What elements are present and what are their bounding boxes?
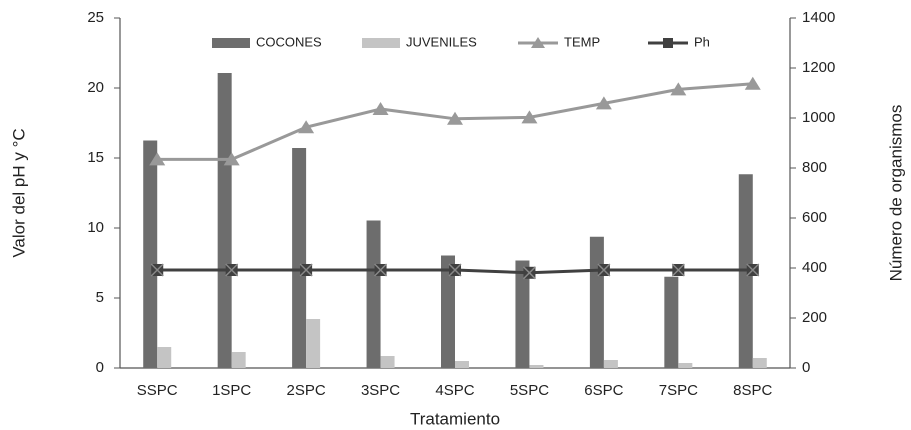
bar (664, 276, 679, 368)
x-tick-label: 3SPC (361, 382, 400, 399)
bar (306, 319, 321, 368)
marker (225, 263, 239, 277)
y-tick-label: 5 (96, 289, 104, 306)
legend-marker (663, 38, 673, 48)
legend-label: JUVENILES (406, 34, 477, 49)
x-tick-label: 6SPC (584, 382, 623, 399)
marker (744, 76, 761, 90)
marker (372, 102, 389, 115)
bar (380, 356, 395, 368)
y-tick-label: 10 (87, 219, 104, 236)
marker (597, 263, 611, 277)
y2-tick-label: 1400 (802, 9, 835, 26)
bar (589, 236, 604, 368)
legend-label: TEMP (564, 34, 600, 49)
marker (746, 263, 760, 277)
marker (447, 111, 463, 125)
bar (515, 260, 530, 368)
marker (150, 263, 164, 277)
bar (455, 361, 469, 368)
legend-marker (531, 37, 545, 48)
y-tick-label: 20 (87, 79, 104, 96)
marker (448, 263, 462, 277)
bar (678, 363, 693, 368)
x-tick-label: 2SPC (287, 382, 326, 399)
y2-tick-label: 1000 (802, 109, 835, 126)
y-tick-label: 15 (87, 149, 104, 166)
y2-tick-label: 200 (802, 309, 827, 326)
x-tick-label: 5SPC (510, 382, 549, 399)
x-axis-title: Tratamiento (410, 409, 500, 428)
y-tick-label: 0 (96, 359, 104, 376)
legend-label: COCONES (256, 34, 322, 49)
y-tick-label: 25 (87, 9, 104, 26)
marker (149, 152, 166, 166)
marker (374, 263, 388, 277)
x-tick-label: 8SPC (733, 382, 772, 399)
y2-tick-label: 0 (802, 359, 810, 376)
y2-tick-label: 400 (802, 259, 827, 276)
marker (522, 266, 536, 280)
x-tick-label: 1SPC (212, 382, 251, 399)
marker (299, 263, 313, 277)
bar (217, 73, 232, 368)
marker (521, 110, 538, 124)
marker (671, 263, 685, 277)
y2-tick-label: 800 (802, 159, 827, 176)
marker (223, 152, 240, 166)
legend-label: Ph (694, 34, 710, 49)
legend-swatch (212, 38, 250, 48)
x-tick-label: 4SPC (435, 382, 474, 399)
y2-axis-title: Número de organismos (886, 105, 905, 282)
bar (157, 347, 172, 368)
marker (298, 120, 315, 134)
x-tick-label: SSPC (137, 382, 178, 399)
y-axis-title: Valor del pH y °C (9, 128, 28, 257)
marker (670, 82, 687, 96)
bar (603, 360, 618, 368)
y2-tick-label: 600 (802, 209, 827, 226)
marker (595, 96, 612, 110)
bar (366, 220, 381, 368)
bar (441, 255, 455, 368)
y2-tick-label: 1200 (802, 59, 835, 76)
bar (752, 358, 767, 368)
bar (143, 140, 158, 368)
x-tick-label: 7SPC (659, 382, 698, 399)
bar (231, 352, 246, 368)
bar (529, 365, 544, 368)
bar (292, 148, 307, 368)
legend-swatch (362, 38, 400, 48)
